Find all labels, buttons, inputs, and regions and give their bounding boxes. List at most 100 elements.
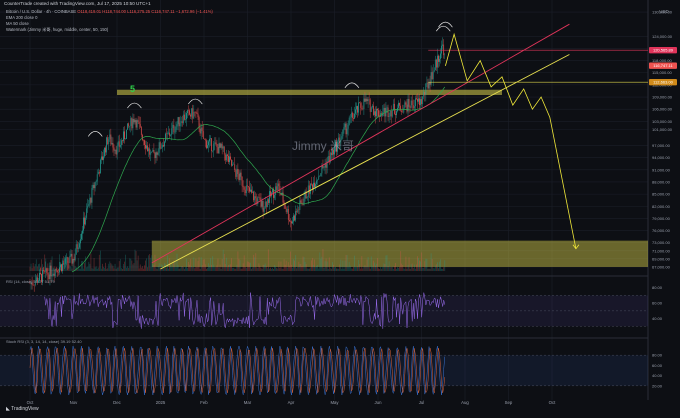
candle-body: [201, 127, 203, 132]
candle-body: [85, 217, 86, 225]
volume-bar: [412, 268, 414, 271]
candle-body: [361, 107, 363, 109]
candle-body: [181, 121, 183, 124]
candle-body: [378, 110, 379, 117]
candle-body: [227, 154, 228, 156]
volume-bar: [239, 260, 241, 271]
volume-bar: [369, 268, 371, 271]
volume-bar: [71, 268, 73, 271]
volume-bar: [150, 257, 152, 271]
volume-bar: [122, 268, 123, 271]
candle-body: [51, 275, 53, 277]
volume-bar: [133, 263, 135, 271]
candle-body: [394, 103, 395, 114]
candle-body: [82, 230, 83, 234]
candle-body: [97, 171, 99, 175]
candle-body: [398, 102, 399, 108]
candle-body: [154, 152, 156, 159]
volume-bar: [326, 261, 328, 271]
candle-body: [300, 200, 302, 203]
projection-path: [445, 32, 577, 249]
candle-body: [121, 140, 122, 145]
candle-body: [52, 273, 54, 276]
volume-bar: [34, 263, 36, 271]
tradingview-brand[interactable]: ◣ TradingView: [6, 406, 39, 412]
volume-bar: [392, 268, 394, 271]
candle-body: [50, 265, 52, 277]
volume-bar: [42, 264, 43, 271]
candle-body: [388, 116, 390, 118]
volume-bar: [157, 266, 159, 271]
volume-bar: [440, 259, 441, 271]
volume-bar: [181, 266, 183, 271]
candle-body: [88, 204, 90, 206]
candle-body: [206, 140, 207, 149]
volume-bar: [279, 268, 281, 271]
volume-bar: [39, 263, 40, 271]
volume-bar: [230, 264, 231, 271]
volume-bar: [94, 267, 96, 271]
candle-body: [140, 127, 142, 135]
candle-body: [325, 163, 327, 168]
candle-body: [415, 98, 416, 107]
volume-bar: [146, 258, 147, 271]
candle-body: [251, 189, 252, 193]
volume-bar: [209, 265, 210, 271]
ema-line: EMA 200 close 0: [6, 15, 38, 20]
candle-body: [371, 105, 373, 108]
candle-body: [102, 156, 103, 160]
candle-body: [335, 141, 336, 147]
y-tick-label: 88,000.00: [652, 179, 671, 184]
candle-body: [231, 159, 232, 166]
volume-bar: [384, 263, 386, 271]
candle-body: [182, 114, 184, 124]
volume-bar: [256, 267, 258, 271]
volume-bar: [353, 266, 354, 271]
candle-body: [344, 123, 346, 128]
candle-body: [440, 53, 441, 59]
volume-bar: [187, 268, 188, 271]
candle-body: [373, 105, 374, 115]
volume-bar: [408, 257, 410, 271]
candle-body: [402, 111, 404, 113]
candle-body: [243, 187, 245, 190]
candle-body: [150, 152, 152, 155]
candle-body: [171, 128, 173, 135]
volume-bar: [428, 268, 430, 271]
candle-body: [324, 163, 326, 168]
volume-bar: [365, 266, 367, 271]
volume-bar: [74, 265, 76, 271]
volume-bar: [307, 268, 309, 271]
rsi-legend: RSI (14, close) 51.27 51.79: [6, 279, 55, 284]
price-change: −1,672.96 (−1.41%): [175, 9, 213, 14]
volume-bar: [334, 267, 335, 271]
candle-body: [96, 174, 98, 182]
volume-bar: [188, 261, 189, 271]
currency-label: USD: [659, 9, 669, 14]
candle-body: [420, 99, 421, 106]
volume-bar: [154, 254, 156, 271]
volume-bar: [284, 264, 286, 271]
volume-bar: [332, 262, 333, 271]
candle-body: [314, 182, 315, 188]
volume-bar: [345, 254, 347, 271]
candle-body: [237, 168, 239, 175]
volume-bar: [381, 268, 383, 271]
volume-bar: [200, 257, 202, 271]
candle-body: [142, 134, 143, 141]
volume-bar: [257, 268, 259, 271]
volume-bar: [107, 268, 109, 271]
volume-bar: [386, 255, 388, 271]
peak-arc: [438, 21, 453, 28]
volume-bar: [272, 267, 273, 271]
volume-bar: [221, 259, 223, 271]
candle-body: [236, 168, 238, 177]
candle-body: [128, 123, 130, 127]
volume-bar: [185, 267, 186, 271]
candle-body: [186, 113, 187, 120]
volume-bar: [355, 266, 356, 271]
volume-bar: [443, 267, 445, 271]
volume-bar: [335, 266, 336, 271]
candle-body: [358, 102, 359, 113]
